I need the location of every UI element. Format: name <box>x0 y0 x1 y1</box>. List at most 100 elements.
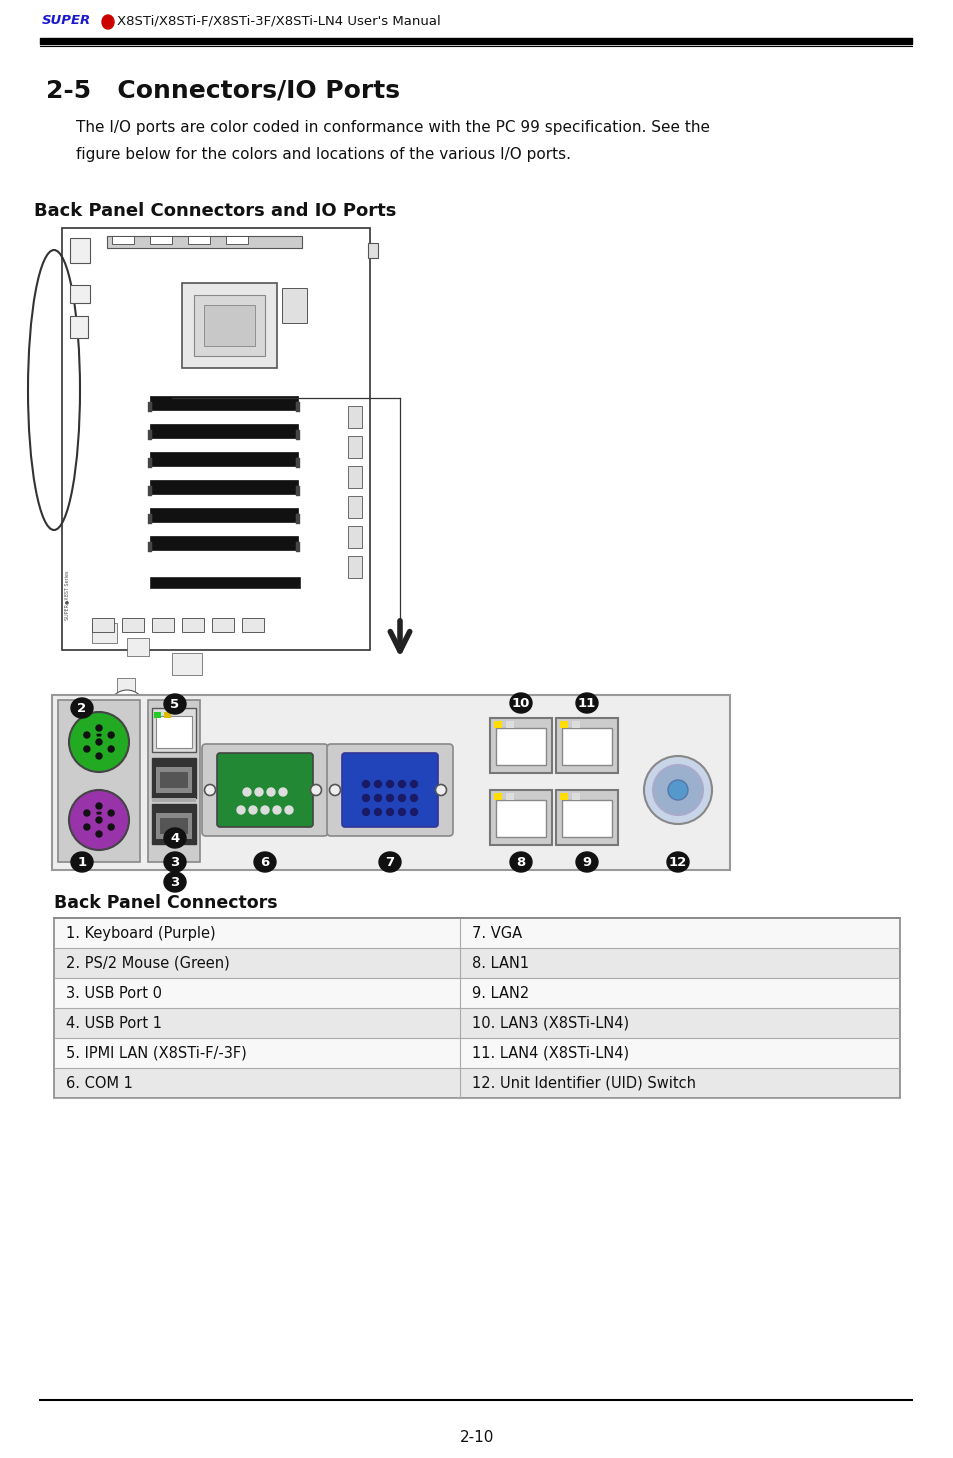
Ellipse shape <box>576 851 598 872</box>
Circle shape <box>398 780 405 787</box>
Ellipse shape <box>164 694 186 714</box>
Bar <box>348 405 361 429</box>
Bar <box>91 618 113 631</box>
Circle shape <box>108 824 114 830</box>
Bar <box>148 402 152 413</box>
Bar <box>505 722 514 728</box>
Bar <box>295 542 299 553</box>
Bar <box>295 458 299 468</box>
Circle shape <box>362 809 369 815</box>
Bar <box>295 402 299 413</box>
Text: 1: 1 <box>77 856 87 869</box>
Circle shape <box>386 795 393 802</box>
Ellipse shape <box>102 15 113 29</box>
Bar <box>70 284 90 303</box>
Bar <box>368 243 377 258</box>
Bar <box>150 236 172 243</box>
Bar <box>148 486 152 496</box>
Bar <box>164 712 171 717</box>
Circle shape <box>261 806 269 814</box>
Circle shape <box>410 780 417 787</box>
Bar <box>153 712 161 717</box>
Circle shape <box>386 809 393 815</box>
Text: 5: 5 <box>171 697 179 710</box>
Bar <box>150 577 299 588</box>
Circle shape <box>398 809 405 815</box>
Text: 11. LAN4 (X8STi-LN4): 11. LAN4 (X8STi-LN4) <box>472 1045 628 1060</box>
Bar <box>242 618 264 631</box>
Text: 3: 3 <box>171 856 179 869</box>
Circle shape <box>273 806 281 814</box>
Bar <box>295 515 299 523</box>
Bar <box>172 653 202 675</box>
Ellipse shape <box>164 872 186 892</box>
Text: Back Panel Connectors: Back Panel Connectors <box>54 894 277 913</box>
Bar <box>490 717 552 773</box>
Circle shape <box>398 795 405 802</box>
Text: 8. LAN1: 8. LAN1 <box>472 955 529 971</box>
Ellipse shape <box>164 851 186 872</box>
Circle shape <box>84 824 90 830</box>
Circle shape <box>96 725 102 730</box>
Bar <box>150 424 297 437</box>
Circle shape <box>386 780 393 787</box>
Circle shape <box>96 752 102 760</box>
Bar <box>282 289 307 324</box>
Bar <box>54 978 899 1007</box>
Bar <box>152 798 195 802</box>
Circle shape <box>236 806 245 814</box>
Circle shape <box>96 803 102 809</box>
Text: 10. LAN3 (X8STi-LN4): 10. LAN3 (X8STi-LN4) <box>472 1016 628 1031</box>
Text: 10: 10 <box>511 697 530 710</box>
Circle shape <box>329 784 340 796</box>
Circle shape <box>84 746 90 752</box>
Text: figure below for the colors and locations of the various I/O ports.: figure below for the colors and location… <box>76 147 571 162</box>
Bar <box>148 458 152 468</box>
Ellipse shape <box>71 698 92 717</box>
Circle shape <box>249 806 256 814</box>
Text: 2. PS/2 Mouse (Green): 2. PS/2 Mouse (Green) <box>66 955 230 971</box>
Circle shape <box>375 795 381 802</box>
Circle shape <box>108 746 114 752</box>
Circle shape <box>362 780 369 787</box>
Bar <box>150 397 297 410</box>
Ellipse shape <box>510 693 532 713</box>
Bar <box>160 771 188 787</box>
Bar <box>556 790 618 846</box>
Circle shape <box>84 732 90 738</box>
Text: 6: 6 <box>260 856 270 869</box>
Text: 6. COM 1: 6. COM 1 <box>66 1076 132 1091</box>
Circle shape <box>278 787 287 796</box>
Text: 4. USB Port 1: 4. USB Port 1 <box>66 1016 162 1031</box>
Ellipse shape <box>164 828 186 849</box>
Bar <box>572 722 579 728</box>
Text: 9: 9 <box>582 856 591 869</box>
Text: Back Panel Connectors and IO Ports: Back Panel Connectors and IO Ports <box>33 203 395 220</box>
Bar <box>148 542 152 553</box>
Bar <box>70 238 90 262</box>
Text: 12: 12 <box>668 856 686 869</box>
Bar <box>160 818 188 834</box>
FancyBboxPatch shape <box>216 752 313 827</box>
Bar <box>122 618 144 631</box>
Bar <box>152 709 195 752</box>
Circle shape <box>96 739 102 745</box>
Bar <box>152 618 173 631</box>
Bar <box>496 728 545 765</box>
Circle shape <box>435 784 446 796</box>
Circle shape <box>204 784 215 796</box>
Bar <box>156 814 192 838</box>
Bar <box>494 793 501 800</box>
Bar <box>54 919 899 1098</box>
Bar <box>150 452 297 467</box>
Circle shape <box>96 831 102 837</box>
Circle shape <box>285 806 293 814</box>
Text: 3: 3 <box>171 875 179 888</box>
Bar <box>182 618 204 631</box>
Bar <box>150 537 297 550</box>
Bar <box>54 1007 899 1038</box>
Circle shape <box>96 816 102 822</box>
Bar <box>54 919 899 948</box>
Ellipse shape <box>510 851 532 872</box>
Text: 9. LAN2: 9. LAN2 <box>472 986 529 1000</box>
